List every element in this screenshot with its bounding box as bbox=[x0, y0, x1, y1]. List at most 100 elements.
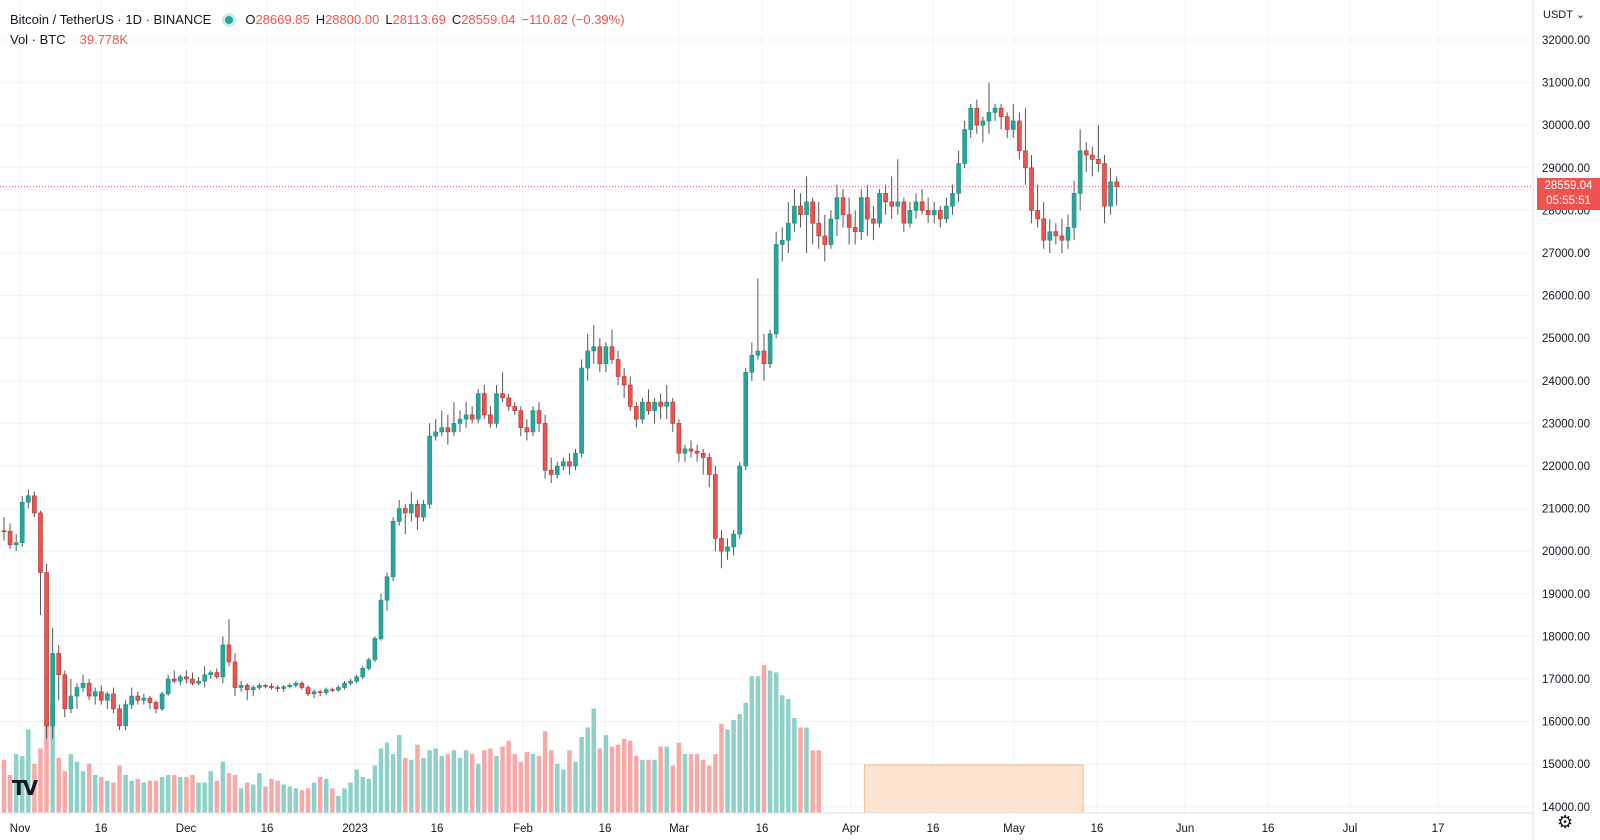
candle bbox=[585, 333, 590, 381]
candle-body bbox=[1102, 163, 1107, 207]
candle bbox=[390, 517, 396, 582]
volume-bar bbox=[117, 765, 122, 813]
volume-bar bbox=[561, 769, 566, 813]
candle bbox=[214, 668, 220, 679]
candle bbox=[889, 176, 894, 219]
candle bbox=[554, 461, 560, 479]
candle-body bbox=[1065, 227, 1071, 241]
price-tick-label: 29000.00 bbox=[1542, 163, 1590, 175]
candle bbox=[299, 681, 305, 690]
candle bbox=[1096, 125, 1101, 173]
candle-body bbox=[1023, 150, 1028, 169]
volume-bar bbox=[627, 740, 633, 813]
candle-body bbox=[348, 680, 353, 684]
market-status-icon bbox=[225, 16, 234, 24]
candle bbox=[944, 197, 949, 224]
candle bbox=[646, 389, 651, 415]
volume-bar bbox=[415, 744, 420, 813]
candle bbox=[488, 406, 493, 428]
candle-body bbox=[1, 530, 7, 533]
candle bbox=[931, 201, 937, 224]
candle bbox=[640, 397, 645, 424]
volume-bar bbox=[330, 788, 335, 813]
candle-body bbox=[609, 346, 615, 360]
tradingview-logo-icon[interactable]: TV bbox=[12, 776, 38, 800]
volume-bar bbox=[457, 757, 463, 813]
candle bbox=[153, 700, 159, 714]
price-tick-label: 16000.00 bbox=[1542, 717, 1590, 729]
candle bbox=[38, 510, 43, 616]
candle-body bbox=[451, 423, 457, 433]
candle bbox=[445, 414, 451, 445]
candle bbox=[719, 529, 724, 569]
symbol-title[interactable]: Bitcoin / TetherUS · 1D · BINANCE bbox=[10, 12, 212, 27]
candle bbox=[938, 206, 943, 228]
volume-title[interactable]: Vol · BTC bbox=[10, 32, 66, 47]
candle-body bbox=[445, 427, 451, 433]
candle bbox=[919, 189, 925, 215]
candle-body bbox=[98, 691, 104, 701]
candle-body bbox=[354, 676, 359, 682]
volume-value: 39.778K bbox=[79, 32, 129, 47]
candle bbox=[1029, 155, 1034, 224]
candle-body bbox=[1083, 150, 1089, 156]
candle bbox=[147, 696, 153, 709]
volume-bar bbox=[111, 782, 116, 813]
volume-bar bbox=[597, 748, 603, 813]
candle bbox=[396, 500, 402, 526]
price-tick-label: 14000.00 bbox=[1542, 802, 1590, 814]
candle-body bbox=[956, 163, 961, 194]
candle-body bbox=[968, 107, 974, 130]
price-tick-label: 23000.00 bbox=[1542, 418, 1590, 430]
volume-bar bbox=[463, 750, 469, 813]
candle bbox=[263, 684, 268, 689]
time-tick-label: Jun bbox=[1176, 823, 1195, 835]
time-tick-label: Jul bbox=[1343, 823, 1358, 835]
candle-body bbox=[141, 697, 147, 701]
time-tick-label: 17 bbox=[1432, 823, 1445, 835]
candle-body bbox=[518, 410, 524, 428]
candle bbox=[384, 572, 390, 611]
candle-body bbox=[494, 393, 499, 424]
candle bbox=[980, 116, 986, 143]
candle bbox=[652, 397, 657, 424]
candle-body bbox=[74, 687, 80, 697]
candle-body bbox=[390, 521, 396, 578]
price-tick-label: 25000.00 bbox=[1542, 333, 1590, 345]
currency-selector[interactable]: USDT ⌄ bbox=[1543, 8, 1585, 21]
volume-bar bbox=[336, 795, 341, 813]
volume-row[interactable]: Vol · BTC 39.778K bbox=[10, 30, 631, 50]
candle bbox=[372, 636, 378, 662]
close-value: 28559.04 bbox=[461, 12, 516, 27]
symbol-row[interactable]: Bitcoin / TetherUS · 1D · BINANCE O 28669… bbox=[10, 10, 631, 30]
candle bbox=[208, 670, 214, 679]
volume-bar bbox=[68, 754, 74, 813]
candle-body bbox=[342, 682, 347, 688]
candle bbox=[792, 189, 797, 232]
candle bbox=[469, 406, 475, 424]
candle bbox=[305, 685, 311, 697]
candle bbox=[992, 103, 998, 121]
volume-bars bbox=[1, 664, 821, 813]
candle bbox=[858, 189, 864, 241]
candle-body bbox=[1114, 181, 1119, 187]
gear-icon[interactable]: ⚙ bbox=[1557, 812, 1574, 832]
candle bbox=[591, 325, 597, 364]
candle-body bbox=[944, 205, 949, 220]
candle-body bbox=[1108, 181, 1113, 207]
candle bbox=[682, 444, 688, 462]
volume-bar bbox=[226, 773, 232, 813]
candle-body bbox=[840, 197, 846, 215]
price-axis: 32000.0031000.0030000.0029000.0028000.00… bbox=[1542, 35, 1590, 814]
candle-body bbox=[512, 406, 518, 411]
candle bbox=[1083, 142, 1089, 173]
candle-body bbox=[938, 210, 943, 220]
candle-body bbox=[153, 702, 159, 710]
candle bbox=[901, 197, 907, 232]
candle bbox=[178, 674, 183, 686]
candle bbox=[749, 342, 755, 381]
volume-bar bbox=[524, 752, 530, 813]
candle bbox=[293, 681, 299, 688]
price-tick-label: 18000.00 bbox=[1542, 631, 1590, 643]
